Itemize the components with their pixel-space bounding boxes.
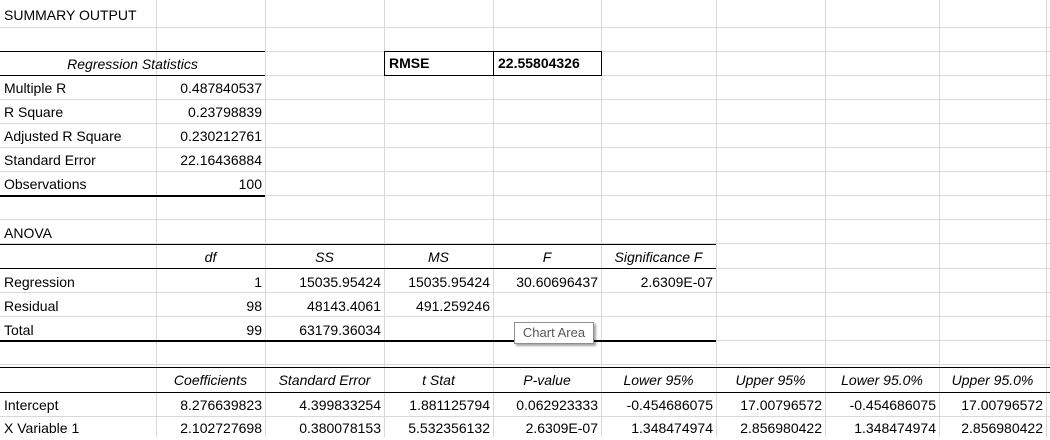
coef-cell[interactable]: 17.00796572 [740, 397, 822, 413]
stat-label[interactable]: R Square [4, 104, 64, 120]
coef-cell[interactable]: 2.856980422 [961, 420, 1043, 436]
anova-header[interactable]: MS [428, 249, 449, 265]
rmse-label-cell[interactable]: RMSE [384, 51, 494, 76]
stat-label[interactable]: Adjusted R Square [4, 128, 122, 144]
stat-label[interactable]: Multiple R [4, 80, 67, 96]
coef-cell[interactable]: -0.454686075 [626, 397, 713, 413]
coef-cell[interactable]: 2.102727698 [180, 420, 262, 436]
coef-cell[interactable]: 1.881125794 [409, 397, 490, 413]
coef-cell[interactable]: 17.00796572 [961, 397, 1043, 413]
coef-row-label[interactable]: X Variable 1 [4, 420, 80, 436]
anova-row-label[interactable]: Residual [4, 298, 59, 314]
stat-value[interactable]: 100 [238, 176, 262, 192]
border [0, 244, 716, 245]
coef-header[interactable]: Coefficients [173, 372, 248, 388]
coef-cell[interactable]: 1.348474974 [631, 420, 713, 436]
anova-header[interactable]: df [204, 249, 217, 265]
anova-cell[interactable]: 30.60696437 [516, 274, 598, 290]
chart-area-tooltip: Chart Area [514, 322, 594, 344]
anova-title[interactable]: ANOVA [4, 225, 52, 241]
border [0, 268, 716, 269]
border [0, 367, 1050, 368]
summary-title[interactable]: SUMMARY OUTPUT [4, 7, 137, 23]
coef-cell[interactable]: 0.380078153 [299, 420, 381, 436]
anova-cell[interactable]: 98 [246, 298, 262, 314]
rmse-value: 22.55804326 [498, 55, 580, 71]
coef-header[interactable]: P-value [523, 372, 571, 388]
stat-label[interactable]: Standard Error [4, 152, 96, 168]
stat-value[interactable]: 0.23798839 [188, 104, 262, 120]
coef-cell[interactable]: -0.454686075 [849, 397, 936, 413]
anova-cell[interactable]: 15035.95424 [408, 274, 490, 290]
anova-row-label[interactable]: Regression [4, 274, 75, 290]
coef-header[interactable]: Upper 95% [735, 372, 806, 388]
coef-cell[interactable]: 2.6309E-07 [525, 420, 598, 436]
stat-label[interactable]: Observations [4, 176, 87, 192]
border [0, 392, 1050, 393]
coef-cell[interactable]: 5.532356132 [408, 420, 490, 436]
anova-cell[interactable]: 99 [246, 322, 262, 338]
anova-cell[interactable]: 48143.4061 [307, 298, 381, 314]
coef-cell[interactable]: 2.856980422 [740, 420, 822, 436]
anova-cell[interactable]: 63179.36034 [299, 322, 381, 338]
border [0, 340, 716, 342]
rmse-label: RMSE [389, 55, 430, 71]
coef-row-label[interactable]: Intercept [4, 397, 59, 413]
anova-cell[interactable]: 1 [254, 274, 262, 290]
border [0, 75, 265, 76]
anova-cell[interactable]: 491.259246 [416, 298, 490, 314]
anova-header[interactable]: SS [315, 249, 334, 265]
coef-cell[interactable]: 1.348474974 [854, 420, 936, 436]
coef-header[interactable]: t Stat [422, 372, 455, 388]
anova-header[interactable]: F [542, 249, 552, 265]
coef-header[interactable]: Standard Error [278, 372, 371, 388]
coef-header[interactable]: Lower 95% [623, 372, 694, 388]
stat-value[interactable]: 22.16436884 [180, 152, 262, 168]
coef-header[interactable]: Upper 95.0% [951, 372, 1034, 388]
rmse-value-cell[interactable]: 22.55804326 [493, 51, 602, 76]
anova-header[interactable]: Significance F [614, 249, 703, 265]
stat-value[interactable]: 0.230212761 [180, 128, 262, 144]
stat-value[interactable]: 0.487840537 [180, 80, 262, 96]
anova-row-label[interactable]: Total [4, 322, 34, 338]
coef-header[interactable]: Lower 95.0% [841, 372, 923, 388]
coef-cell[interactable]: 8.276639823 [180, 397, 262, 413]
anova-cell[interactable]: 15035.95424 [299, 274, 381, 290]
regression-statistics-header[interactable]: Regression Statistics [67, 56, 198, 72]
coef-cell[interactable]: 4.399833254 [299, 397, 381, 413]
border [0, 51, 265, 52]
coef-cell[interactable]: 0.062923333 [516, 397, 598, 413]
border [0, 195, 265, 197]
anova-cell[interactable]: 2.6309E-07 [640, 274, 713, 290]
